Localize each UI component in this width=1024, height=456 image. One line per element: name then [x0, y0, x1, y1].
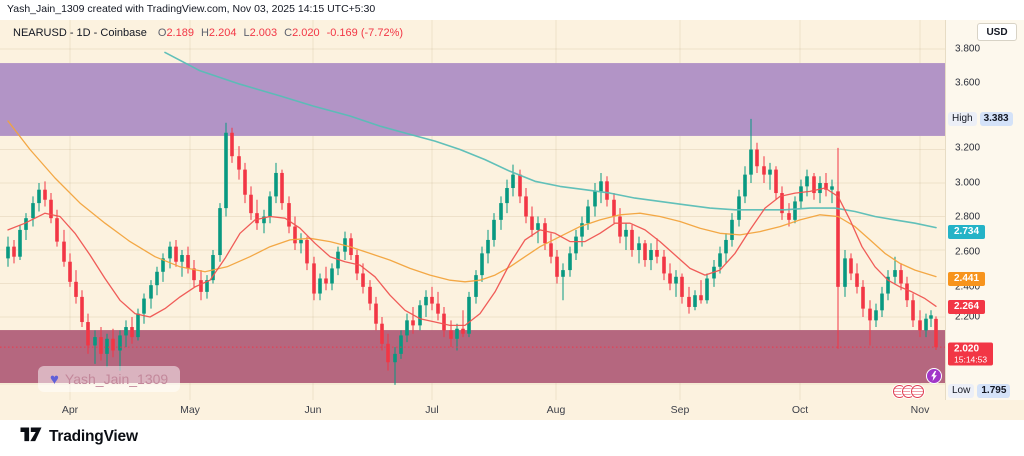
ohlc-open: O2.189	[157, 27, 194, 39]
ma-50-line	[7, 120, 937, 283]
candles-canvas[interactable]	[0, 20, 945, 400]
last-price-badge: 2.020 15:14:53	[948, 342, 994, 366]
heart-icon: ♥	[50, 370, 59, 388]
tradingview-logo-text: TradingView	[49, 428, 138, 445]
ma-20-line	[7, 187, 937, 327]
time-axis-label: Sep	[670, 404, 690, 416]
attribution-text: Yash_Jain_1309 created with TradingView.…	[7, 3, 376, 15]
time-axis-label: May	[180, 404, 200, 416]
legend: NEARUSD - 1D - Coinbase O2.189 H2.204 L2…	[13, 27, 403, 39]
tradingview-footer[interactable]: TradingView	[20, 427, 138, 447]
time-axis-label: Jul	[425, 404, 439, 416]
tradingview-logo-icon	[20, 427, 42, 447]
watermark-username: Yash_Jain_1309	[64, 371, 169, 387]
resistance-zone	[0, 63, 945, 136]
ohlc-high: H2.204	[200, 27, 237, 39]
price-tick-label: 2.600	[955, 246, 981, 258]
price-tick-label: 3.000	[955, 177, 981, 189]
price-tick-label: 3.600	[955, 77, 981, 89]
time-axis-label: Apr	[61, 404, 79, 416]
time-axis-label: Oct	[791, 404, 809, 416]
indicator-price-badge: 2.264	[948, 300, 986, 314]
time-axis-label: Jun	[304, 404, 322, 416]
time-axis[interactable]: Apr May Jun Jul Aug Sep Oct Nov	[0, 400, 1024, 420]
time-axis-label: Aug	[546, 404, 566, 416]
event-flag-icon	[911, 385, 924, 398]
price-tick-label: 2.200	[955, 311, 981, 323]
ma-200-line	[164, 51, 937, 229]
price-tick-label: 2.400	[955, 281, 981, 293]
symbol-title[interactable]: NEARUSD - 1D - Coinbase	[13, 27, 147, 39]
indicator-price-badge: 2.441	[948, 272, 986, 286]
indicator-price-badge: 2.734	[948, 225, 986, 239]
high-price-marker: High 3.383	[948, 112, 1013, 126]
ohlc-low: L2.003	[243, 27, 278, 39]
price-tick-label: 3.200	[955, 142, 981, 154]
price-tick-label: 2.800	[955, 211, 981, 223]
ohlc-close: C2.020	[284, 27, 320, 39]
chart-pane[interactable]	[0, 20, 945, 400]
price-tick-label: 3.800	[955, 43, 981, 55]
currency-button[interactable]: USD	[977, 23, 1017, 41]
price-axis[interactable]: USD 3.800 3.600 3.200 3.000 2.800 2.600 2.400 2…	[945, 20, 1024, 400]
economic-events-icon[interactable]	[893, 385, 924, 398]
lightning-event-icon[interactable]	[926, 368, 942, 384]
change-value: -0.169 (-7.72%)	[326, 27, 404, 39]
low-price-marker: Low 1.795	[948, 384, 1011, 398]
user-watermark: ♥ Yash_Jain_1309	[38, 366, 181, 392]
time-axis-label: Nov	[910, 404, 930, 416]
